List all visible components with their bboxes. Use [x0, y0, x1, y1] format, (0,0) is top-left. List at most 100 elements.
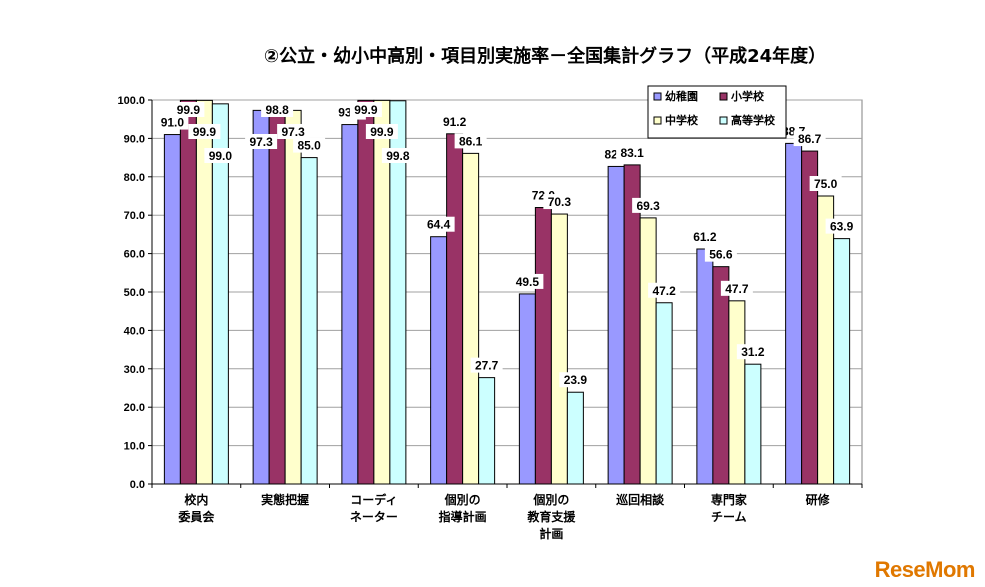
- y-tick-label: 60.0: [124, 249, 145, 261]
- data-label-bg: [648, 282, 681, 298]
- data-label: 85.0: [297, 139, 321, 153]
- category-label: 指導計画: [439, 509, 487, 524]
- watermark-text: ReseMom: [874, 557, 976, 582]
- axes: 0.0 10.0 20.0 30.0 40.0 50.0 60.0 70.0 80.0 90.0 1…: [117, 95, 863, 541]
- bar-幼稚園: [163, 134, 181, 485]
- data-label: 56.6: [709, 248, 733, 262]
- data-label: 31.2: [741, 345, 765, 359]
- legend-swatch: [719, 116, 728, 125]
- bar-小学校: [712, 266, 730, 485]
- data-label-bg: [809, 176, 842, 191]
- data-labels: 91.097.393.664.449.582.761.288.799.998.8…: [156, 102, 858, 388]
- bar-中学校: [817, 195, 835, 485]
- data-label: 98.8: [265, 103, 289, 117]
- category-label: チーム: [711, 510, 747, 524]
- legend-label: 幼稚園: [665, 89, 698, 103]
- legend-swatch: [653, 92, 662, 101]
- data-label-bg: [704, 246, 737, 262]
- bar-中学校: [639, 217, 657, 485]
- bar-幼稚園: [430, 236, 448, 485]
- bar-幼稚園: [696, 248, 714, 485]
- data-label-bg: [454, 133, 487, 149]
- data-label: 47.7: [725, 282, 749, 296]
- data-label: 91.2: [443, 115, 467, 129]
- category-label: 個別の: [532, 492, 569, 507]
- data-label-bg: [172, 102, 205, 117]
- y-tick-label: 50.0: [124, 287, 145, 299]
- bar-高等学校: [300, 157, 318, 485]
- bar-高等学校: [566, 391, 584, 485]
- data-label: 99.9: [354, 103, 378, 117]
- y-tick-label: 40.0: [124, 325, 145, 337]
- data-label: 75.0: [814, 177, 838, 191]
- legend-swatch: [653, 116, 662, 125]
- bar-高等学校: [744, 363, 762, 485]
- data-label: 49.5: [516, 275, 540, 289]
- data-label: 27.7: [475, 359, 499, 373]
- bar-小学校: [268, 104, 286, 485]
- category-label: 個別の: [444, 492, 481, 507]
- data-label-bg: [470, 357, 503, 373]
- category-label: コーディ: [350, 492, 397, 507]
- data-label-bg: [825, 218, 858, 234]
- data-label: 23.9: [564, 373, 588, 387]
- data-label: 97.3: [281, 125, 305, 139]
- data-label-bg: [293, 137, 326, 153]
- data-label-bg: [381, 148, 414, 163]
- y-tick-label: 100.0: [117, 95, 145, 107]
- bar-幼稚園: [252, 109, 270, 485]
- y-tick-label: 80.0: [124, 172, 145, 184]
- category-label: 専門家: [711, 492, 748, 507]
- bar-高等学校: [478, 377, 496, 485]
- legend-label: 高等学校: [731, 113, 776, 127]
- data-label-bg: [543, 194, 576, 210]
- category-label: 計画: [539, 526, 563, 541]
- data-label-bg: [720, 280, 753, 296]
- chart-title: ②公立・幼小中高別・項目別実施率－全国集計グラフ（平成24年度）: [264, 45, 826, 67]
- data-label: 99.9: [193, 125, 217, 139]
- data-label: 99.0: [209, 149, 233, 163]
- data-label: 97.3: [249, 135, 273, 149]
- data-label: 69.3: [636, 199, 660, 213]
- data-label: 63.9: [830, 220, 854, 234]
- data-label: 99.9: [370, 125, 394, 139]
- bar-小学校: [534, 207, 552, 485]
- y-tick-label: 0.0: [130, 479, 145, 491]
- data-label-bg: [422, 216, 455, 232]
- category-label: 実態把握: [261, 492, 309, 507]
- data-label-bg: [245, 134, 278, 149]
- y-tick-label: 30.0: [124, 364, 145, 376]
- data-label-bg: [438, 113, 471, 129]
- data-label-bg: [349, 102, 382, 117]
- category-label: 巡回相談: [616, 492, 665, 507]
- bar-小学校: [179, 99, 197, 485]
- bar-幼稚園: [785, 142, 803, 485]
- category-label: 校内: [184, 492, 208, 507]
- data-label-bg: [365, 124, 398, 139]
- bar-幼稚園: [607, 165, 625, 485]
- watermark-logo: ReseMom: [874, 557, 976, 583]
- category-label: 研修: [806, 492, 831, 507]
- data-label: 99.8: [386, 149, 410, 163]
- data-label-bg: [688, 228, 721, 244]
- bar-中学校: [728, 300, 746, 485]
- data-label: 61.2: [693, 230, 717, 244]
- data-label-bg: [793, 131, 826, 147]
- data-label-bg: [156, 114, 189, 130]
- category-label: ネーター: [350, 510, 398, 524]
- data-label-bg: [188, 124, 221, 139]
- data-label: 86.7: [798, 132, 822, 146]
- data-label: 86.1: [459, 134, 483, 148]
- data-label-bg: [511, 273, 544, 289]
- data-label-bg: [204, 148, 237, 163]
- bar-小学校: [801, 150, 819, 485]
- data-label: 47.2: [652, 284, 676, 298]
- bar-中学校: [550, 213, 568, 485]
- y-tick-label: 70.0: [124, 210, 145, 222]
- category-label: 委員会: [177, 509, 215, 524]
- data-label: 99.9: [177, 103, 201, 117]
- data-label: 91.0: [161, 116, 185, 130]
- y-tick-label: 90.0: [124, 133, 145, 145]
- data-label-bg: [277, 124, 310, 139]
